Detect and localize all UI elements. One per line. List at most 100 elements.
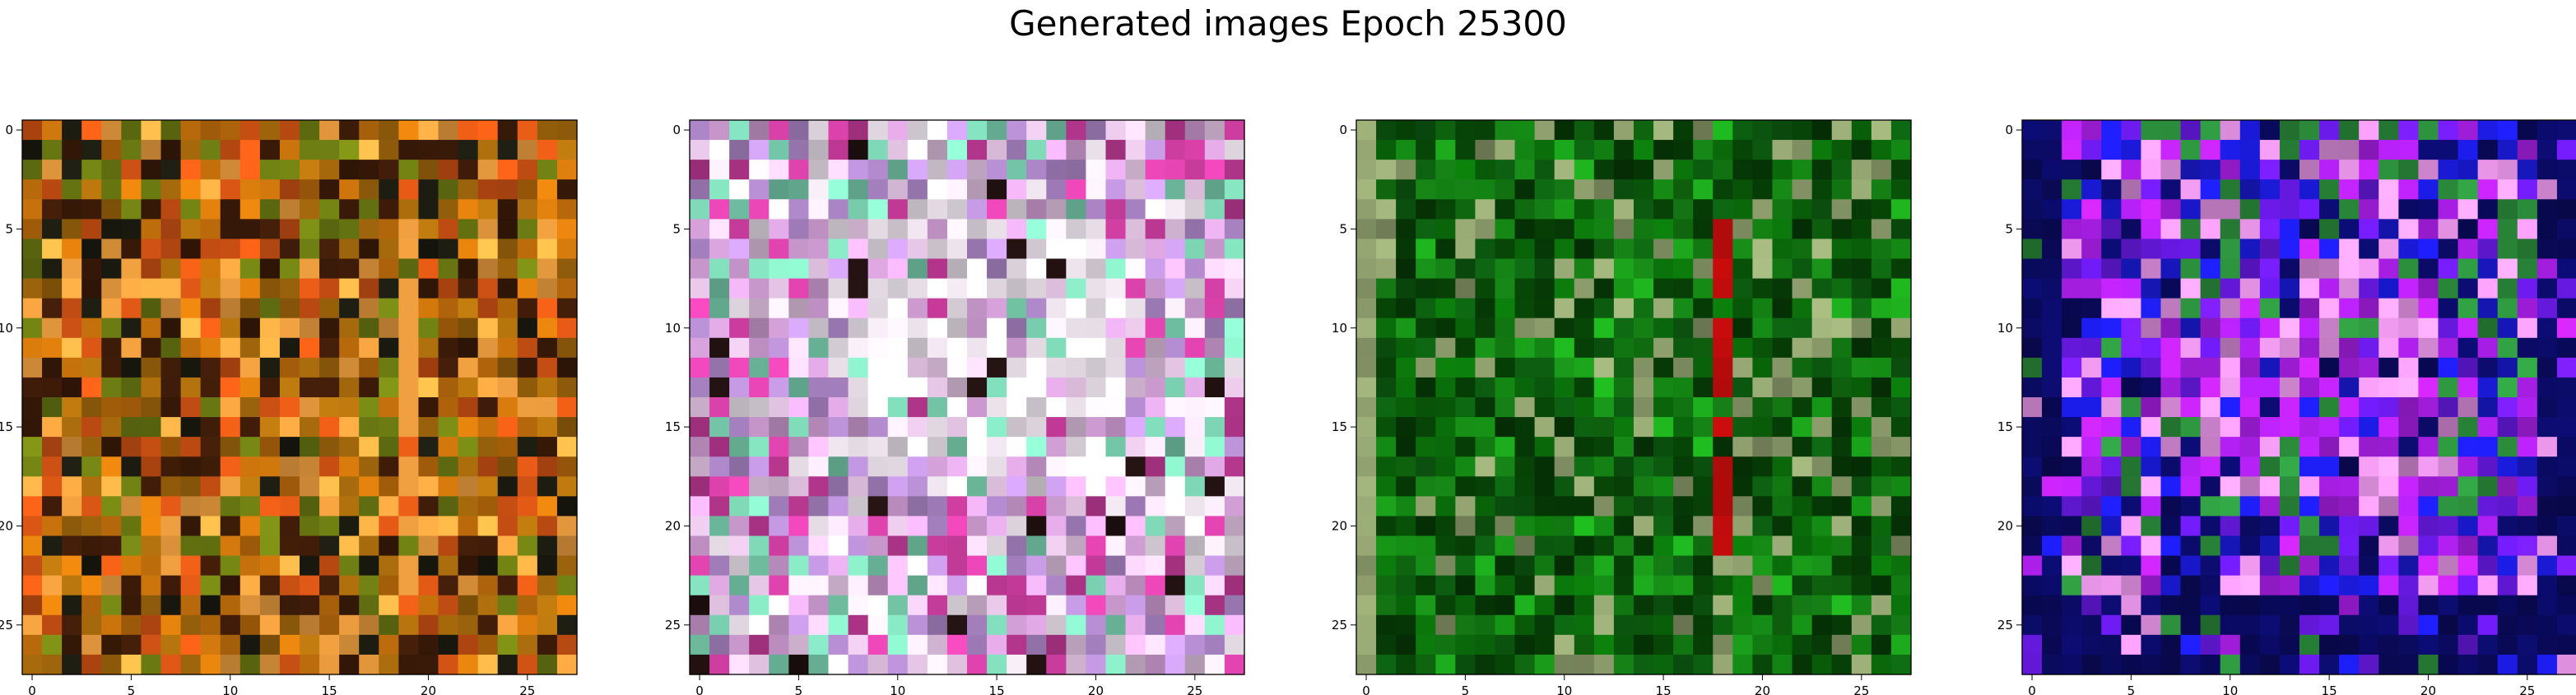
pixel-cell bbox=[987, 298, 1007, 319]
pixel-cell bbox=[2259, 456, 2281, 477]
pixel-cell bbox=[1514, 397, 1536, 418]
pixel-cell bbox=[2279, 239, 2300, 260]
pixel-cell bbox=[907, 258, 928, 280]
pixel-cell bbox=[1475, 555, 1496, 577]
pixel-cell bbox=[2022, 614, 2043, 636]
pixel-cell bbox=[2378, 417, 2399, 438]
pixel-cell bbox=[2398, 496, 2420, 517]
pixel-cell bbox=[2259, 377, 2281, 398]
pixel-cell bbox=[2101, 575, 2122, 596]
pixel-cell bbox=[1634, 496, 1654, 517]
pixel-cell bbox=[2378, 397, 2399, 418]
pixel-cell bbox=[22, 575, 43, 596]
pixel-cell bbox=[1811, 575, 1833, 596]
pixel-cell bbox=[1890, 120, 1912, 141]
pixel-cell bbox=[1204, 258, 1225, 280]
pixel-cell bbox=[1396, 317, 1416, 339]
pixel-cell bbox=[1613, 595, 1634, 616]
pixel-cell bbox=[1871, 397, 1892, 418]
pixel-cell bbox=[1376, 199, 1397, 220]
pixel-cell bbox=[1772, 575, 1793, 596]
pixel-cell bbox=[1554, 317, 1575, 339]
pixel-cell bbox=[379, 575, 399, 596]
pixel-cell bbox=[1831, 417, 1853, 438]
pixel-cell bbox=[2398, 377, 2420, 398]
pixel-cell bbox=[1376, 219, 1397, 240]
pixel-cell bbox=[749, 120, 770, 141]
pixel-cell bbox=[2319, 317, 2340, 339]
pixel-cell bbox=[2378, 575, 2399, 596]
pixel-cell bbox=[1224, 614, 1245, 636]
pixel-cell bbox=[2517, 179, 2538, 200]
pixel-cell bbox=[2062, 278, 2082, 299]
pixel-cell bbox=[2497, 337, 2518, 359]
pixel-cell bbox=[62, 476, 82, 497]
pixel-cell bbox=[867, 437, 889, 457]
pixel-cell bbox=[1105, 120, 1127, 141]
pixel-cell bbox=[987, 278, 1007, 299]
pixel-cell bbox=[1593, 654, 1615, 675]
pixel-cell bbox=[887, 496, 909, 517]
pixel-cell bbox=[1732, 298, 1754, 319]
pixel-cell bbox=[2101, 258, 2122, 280]
pixel-cell bbox=[1871, 160, 1892, 180]
pixel-cell bbox=[769, 298, 789, 319]
pixel-cell bbox=[1046, 317, 1067, 339]
pixel-cell bbox=[1495, 377, 1516, 398]
pixel-cell bbox=[2477, 555, 2499, 577]
pixel-cell bbox=[1752, 496, 1774, 517]
pixel-cell bbox=[220, 258, 241, 280]
pixel-cell bbox=[690, 160, 710, 180]
pixel-cell bbox=[359, 140, 379, 160]
pixel-cell bbox=[2259, 357, 2281, 378]
pixel-cell bbox=[1713, 535, 1733, 557]
pixel-cell bbox=[1416, 337, 1436, 359]
pixel-cell bbox=[1653, 278, 1674, 299]
pixel-cell bbox=[1851, 555, 1872, 577]
pixel-cell bbox=[359, 417, 379, 438]
pixel-cell bbox=[398, 357, 420, 378]
pixel-cell bbox=[2279, 140, 2300, 160]
pixel-cell bbox=[1851, 160, 1872, 180]
pixel-cell bbox=[848, 575, 869, 596]
pixel-cell bbox=[1554, 555, 1575, 577]
pixel-cell bbox=[2042, 357, 2062, 378]
pixel-cell bbox=[200, 555, 221, 577]
pixel-cell bbox=[927, 496, 948, 517]
pixel-cell bbox=[2160, 357, 2182, 378]
pixel-cell bbox=[2081, 476, 2102, 497]
pixel-cell bbox=[1007, 219, 1027, 240]
pixel-cell bbox=[42, 298, 63, 319]
pixel-cell bbox=[2359, 298, 2379, 319]
pixel-cell bbox=[1204, 397, 1225, 418]
pixel-cell bbox=[2378, 555, 2399, 577]
pixel-cell bbox=[1105, 317, 1127, 339]
pixel-cell bbox=[517, 140, 538, 160]
pixel-cell bbox=[1752, 417, 1774, 438]
pixel-cell bbox=[1732, 317, 1754, 339]
pixel-cell bbox=[1693, 456, 1713, 477]
pixel-cell bbox=[1890, 397, 1912, 418]
pixel-cell bbox=[477, 634, 499, 656]
pixel-cell bbox=[1086, 516, 1107, 537]
pixel-cell bbox=[2121, 535, 2142, 557]
pixel-cell bbox=[2359, 199, 2379, 220]
pixel-cell bbox=[946, 654, 968, 675]
pixel-cell bbox=[828, 456, 849, 477]
pixel-cell bbox=[2279, 595, 2300, 616]
pixel-cell bbox=[2062, 595, 2082, 616]
pixel-cell bbox=[1455, 140, 1476, 160]
pixel-cell bbox=[477, 595, 499, 616]
pixel-cell bbox=[517, 654, 538, 675]
pixel-cell bbox=[1851, 437, 1872, 457]
pixel-cell bbox=[319, 397, 340, 418]
pixel-cell bbox=[1634, 160, 1654, 180]
pixel-cell bbox=[1105, 219, 1127, 240]
pixel-cell bbox=[259, 278, 281, 299]
pixel-cell bbox=[2022, 357, 2043, 378]
pixel-cell bbox=[1752, 476, 1774, 497]
pixel-cell bbox=[2062, 516, 2082, 537]
pixel-cell bbox=[967, 397, 988, 418]
pixel-cell bbox=[2339, 317, 2360, 339]
pixel-cell bbox=[2042, 417, 2062, 438]
